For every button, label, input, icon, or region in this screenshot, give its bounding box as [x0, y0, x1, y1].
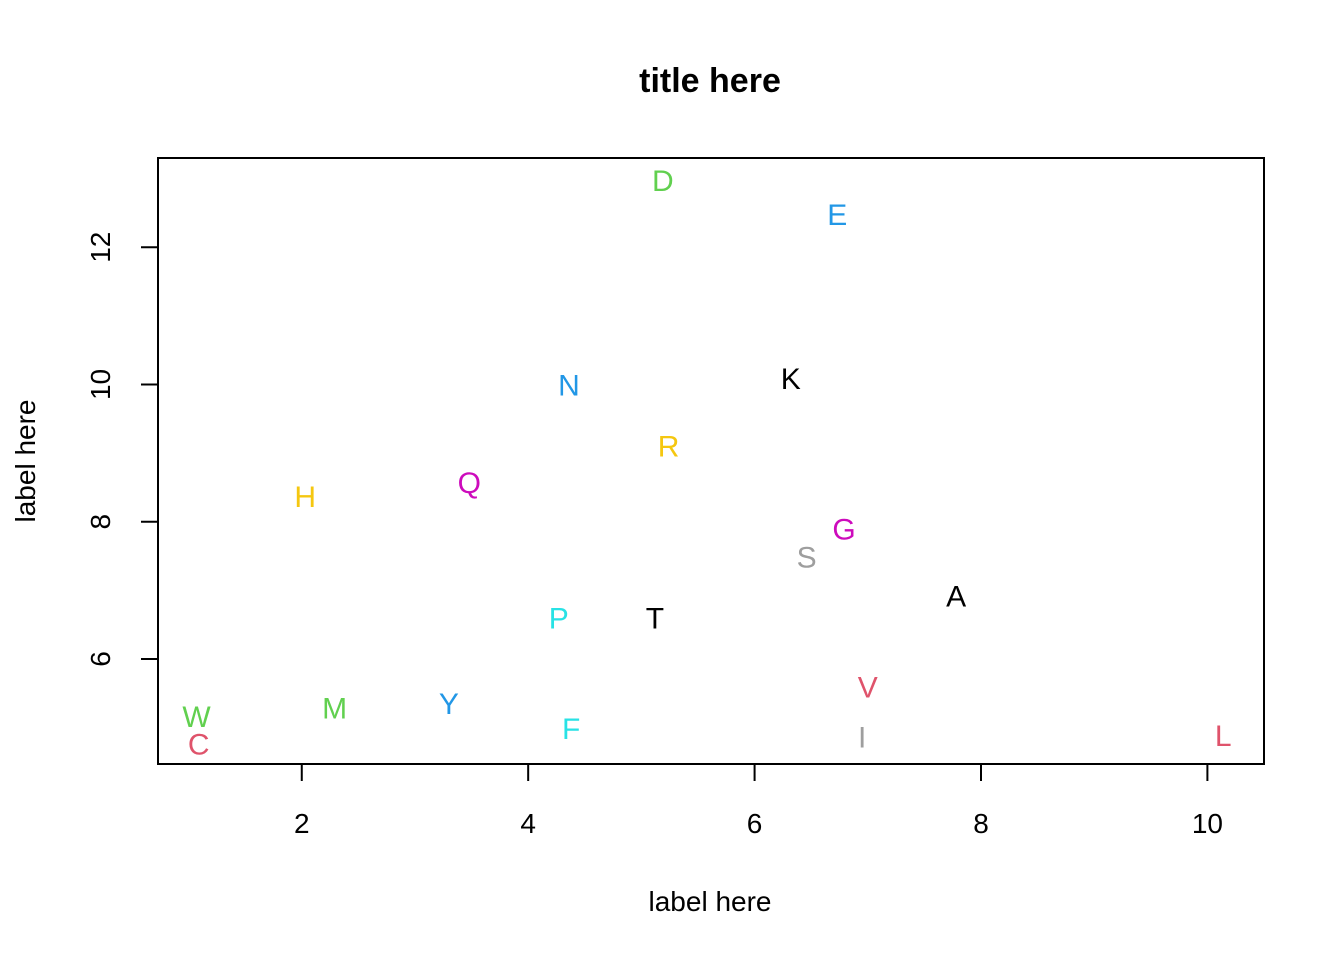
- point-label-n: N: [558, 369, 580, 402]
- point-label-h: H: [294, 481, 316, 514]
- point-label-l: L: [1215, 720, 1232, 753]
- x-tick-label: 8: [973, 808, 989, 839]
- point-label-v: V: [858, 671, 878, 704]
- data-points: A C D E F G H I K L M N P Q R S T V W Y: [182, 165, 1231, 761]
- x-axis-label: label here: [649, 886, 772, 917]
- plot-frame: [157, 157, 1265, 765]
- chart-title: title here: [639, 62, 781, 100]
- point-label-k: K: [781, 363, 801, 396]
- point-label-e: E: [827, 199, 847, 232]
- x-tick-label: 6: [747, 808, 763, 839]
- point-label-y: Y: [439, 688, 459, 721]
- y-tick-label: 12: [85, 232, 116, 263]
- point-label-g: G: [832, 513, 855, 546]
- point-label-w: W: [182, 701, 211, 734]
- point-label-p: P: [549, 603, 569, 636]
- x-tick-label: 4: [520, 808, 536, 839]
- y-tick-label: 6: [85, 651, 116, 667]
- x-tick-label: 2: [294, 808, 310, 839]
- point-label-s: S: [797, 542, 817, 575]
- x-tick-label: 10: [1192, 808, 1223, 839]
- x-axis: 2 4 6 8 10: [294, 764, 1223, 839]
- point-label-a: A: [946, 581, 966, 614]
- y-axis: 6 8 10 12: [85, 232, 158, 667]
- point-label-t: T: [646, 603, 664, 636]
- point-label-c: C: [188, 728, 210, 761]
- point-label-d: D: [652, 165, 674, 198]
- y-axis-label: label here: [10, 400, 41, 523]
- point-label-f: F: [562, 713, 580, 746]
- point-label-m: M: [322, 693, 347, 726]
- y-tick-label: 8: [85, 514, 116, 530]
- point-label-q: Q: [458, 467, 481, 500]
- point-label-r: R: [658, 430, 680, 463]
- y-tick-label: 10: [85, 369, 116, 400]
- point-label-i: I: [858, 721, 866, 754]
